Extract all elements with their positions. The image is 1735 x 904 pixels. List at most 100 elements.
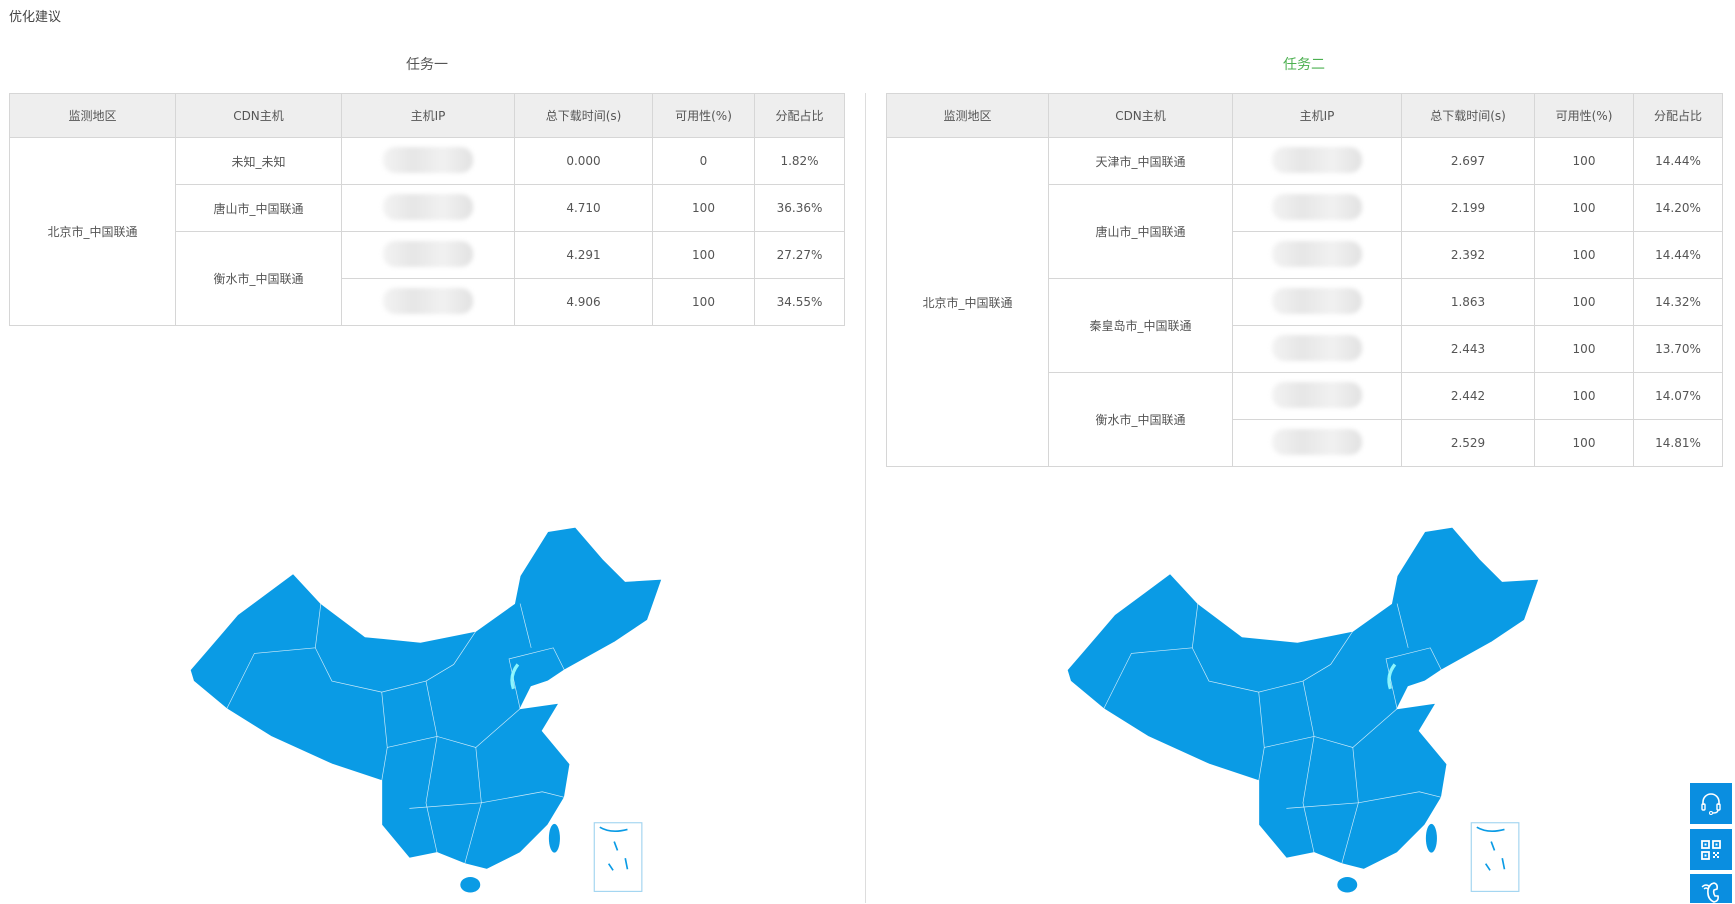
cdn-host-cell: 衡水市_中国联通 xyxy=(1048,372,1233,467)
redacted-ip xyxy=(1272,428,1362,455)
availability-cell: 100 xyxy=(1534,231,1634,279)
host-ip-cell xyxy=(1232,372,1402,420)
download-time-cell: 1.863 xyxy=(1401,278,1535,326)
table-header-row: 监测地区 CDN主机 主机IP 总下载时间(s) 可用性(%) 分配占比 xyxy=(9,93,845,138)
share-cell: 14.32% xyxy=(1633,278,1723,326)
monitor-region-cell: 北京市_中国联通 xyxy=(9,137,176,326)
divider xyxy=(865,93,866,903)
qr-code-button[interactable] xyxy=(1690,829,1732,870)
table-row: 衡水市_中国联通 2.442 100 14.07% xyxy=(887,372,1723,467)
column-header[interactable]: 可用性(%) xyxy=(1534,93,1634,138)
beijing-highlight xyxy=(1387,663,1397,690)
availability-cell: 100 xyxy=(1534,419,1634,467)
share-cell: 36.36% xyxy=(754,184,845,232)
headset-icon xyxy=(1701,792,1721,815)
download-time-cell: 2.697 xyxy=(1401,137,1535,185)
phone-icon xyxy=(1701,882,1719,903)
download-time-cell: 4.710 xyxy=(514,184,653,232)
column-header[interactable]: 监测地区 xyxy=(9,93,176,138)
task-1-table: 监测地区 CDN主机 主机IP 总下载时间(s) 可用性(%) 分配占比 北京市_中国联通未… xyxy=(9,93,845,326)
share-cell: 14.44% xyxy=(1633,231,1723,279)
share-cell: 34.55% xyxy=(754,278,845,326)
qr-code-icon xyxy=(1701,839,1721,860)
table-row: 秦皇岛市_中国联通 1.863 100 14.32% xyxy=(887,278,1723,373)
page-title: 优化建议 xyxy=(9,10,62,25)
host-ip-cell xyxy=(1232,325,1402,373)
table-row: 衡水市_中国联通 4.291 100 27.27% xyxy=(10,231,845,326)
table-row: 北京市_中国联通 天津市_中国联通 2.697 100 14.44% xyxy=(886,137,1723,467)
share-cell: 14.07% xyxy=(1633,372,1723,420)
column-header[interactable]: 总下载时间(s) xyxy=(514,93,653,138)
redacted-ip xyxy=(1272,287,1362,314)
availability-cell: 100 xyxy=(652,231,755,279)
column-header[interactable]: CDN主机 xyxy=(175,93,342,138)
redacted-ip xyxy=(383,240,473,267)
download-time-cell: 4.291 xyxy=(514,231,653,279)
cdn-host-cell: 衡水市_中国联通 xyxy=(175,231,342,326)
redacted-ip xyxy=(383,287,473,314)
share-cell: 14.44% xyxy=(1633,137,1723,185)
china-outline xyxy=(189,526,663,870)
host-ip-cell xyxy=(1232,184,1402,232)
province-border xyxy=(409,802,482,809)
table-header-row: 监测地区 CDN主机 主机IP 总下载时间(s) 可用性(%) 分配占比 xyxy=(886,93,1723,138)
hainan xyxy=(1337,876,1358,893)
share-cell: 14.20% xyxy=(1633,184,1723,232)
task-2-china-map[interactable] xyxy=(1065,526,1541,897)
table-row: 北京市_中国联通 未知_未知 0.000 0 1.82% xyxy=(9,137,845,326)
table-row: 4.906 100 34.55% xyxy=(10,278,845,326)
host-ip-cell xyxy=(1232,419,1402,467)
column-header[interactable]: 主机IP xyxy=(341,93,515,138)
redacted-ip xyxy=(1272,381,1362,408)
column-header[interactable]: CDN主机 xyxy=(1048,93,1233,138)
column-header[interactable]: 主机IP xyxy=(1232,93,1402,138)
cdn-host-cell: 秦皇岛市_中国联通 xyxy=(1048,278,1233,373)
south-china-sea-islands xyxy=(1476,826,1506,871)
redacted-ip xyxy=(1272,193,1362,220)
host-ip-cell xyxy=(1232,278,1402,326)
column-header[interactable]: 可用性(%) xyxy=(652,93,755,138)
province-border xyxy=(1103,647,1193,709)
host-ip-cell xyxy=(341,231,515,279)
column-header[interactable]: 分配占比 xyxy=(1633,93,1723,138)
redacted-ip xyxy=(1272,146,1362,173)
customer-service-button[interactable] xyxy=(1690,783,1732,824)
province-border xyxy=(387,736,438,748)
cdn-host-cell: 天津市_中国联通 xyxy=(1048,137,1233,185)
download-time-cell: 2.529 xyxy=(1401,419,1535,467)
redacted-ip xyxy=(383,193,473,220)
download-time-cell: 2.443 xyxy=(1401,325,1535,373)
province-border xyxy=(508,647,565,709)
table-row: 唐山市_中国联通 4.710 100 36.36% xyxy=(10,184,845,232)
china-outline xyxy=(1066,526,1540,870)
column-header[interactable]: 总下载时间(s) xyxy=(1401,93,1535,138)
taiwan xyxy=(1425,823,1437,853)
south-china-sea-islands xyxy=(599,826,629,871)
province-border xyxy=(519,603,532,648)
column-header[interactable]: 分配占比 xyxy=(754,93,845,138)
column-header[interactable]: 监测地区 xyxy=(886,93,1049,138)
availability-cell: 100 xyxy=(1534,325,1634,373)
download-time-cell: 2.199 xyxy=(1401,184,1535,232)
availability-cell: 100 xyxy=(1534,278,1634,326)
download-time-cell: 0.000 xyxy=(514,137,653,185)
host-ip-cell xyxy=(1232,231,1402,279)
redacted-ip xyxy=(1272,334,1362,361)
province-border xyxy=(1286,802,1359,809)
phone-button[interactable] xyxy=(1690,874,1732,903)
table-row: 2.392 100 14.44% xyxy=(887,231,1723,279)
download-time-cell: 2.442 xyxy=(1401,372,1535,420)
availability-cell: 100 xyxy=(1534,184,1634,232)
south-china-sea-inset xyxy=(1470,822,1520,892)
host-ip-cell xyxy=(341,137,515,185)
redacted-ip xyxy=(383,146,473,173)
province-border xyxy=(1264,736,1315,748)
taiwan xyxy=(548,823,560,853)
cdn-host-cell: 唐山市_中国联通 xyxy=(175,184,342,232)
redacted-ip xyxy=(1272,240,1362,267)
cdn-host-cell: 未知_未知 xyxy=(175,137,342,185)
province-border xyxy=(481,791,565,804)
host-ip-cell xyxy=(341,278,515,326)
hainan xyxy=(460,876,481,893)
task-1-china-map[interactable] xyxy=(188,526,664,897)
